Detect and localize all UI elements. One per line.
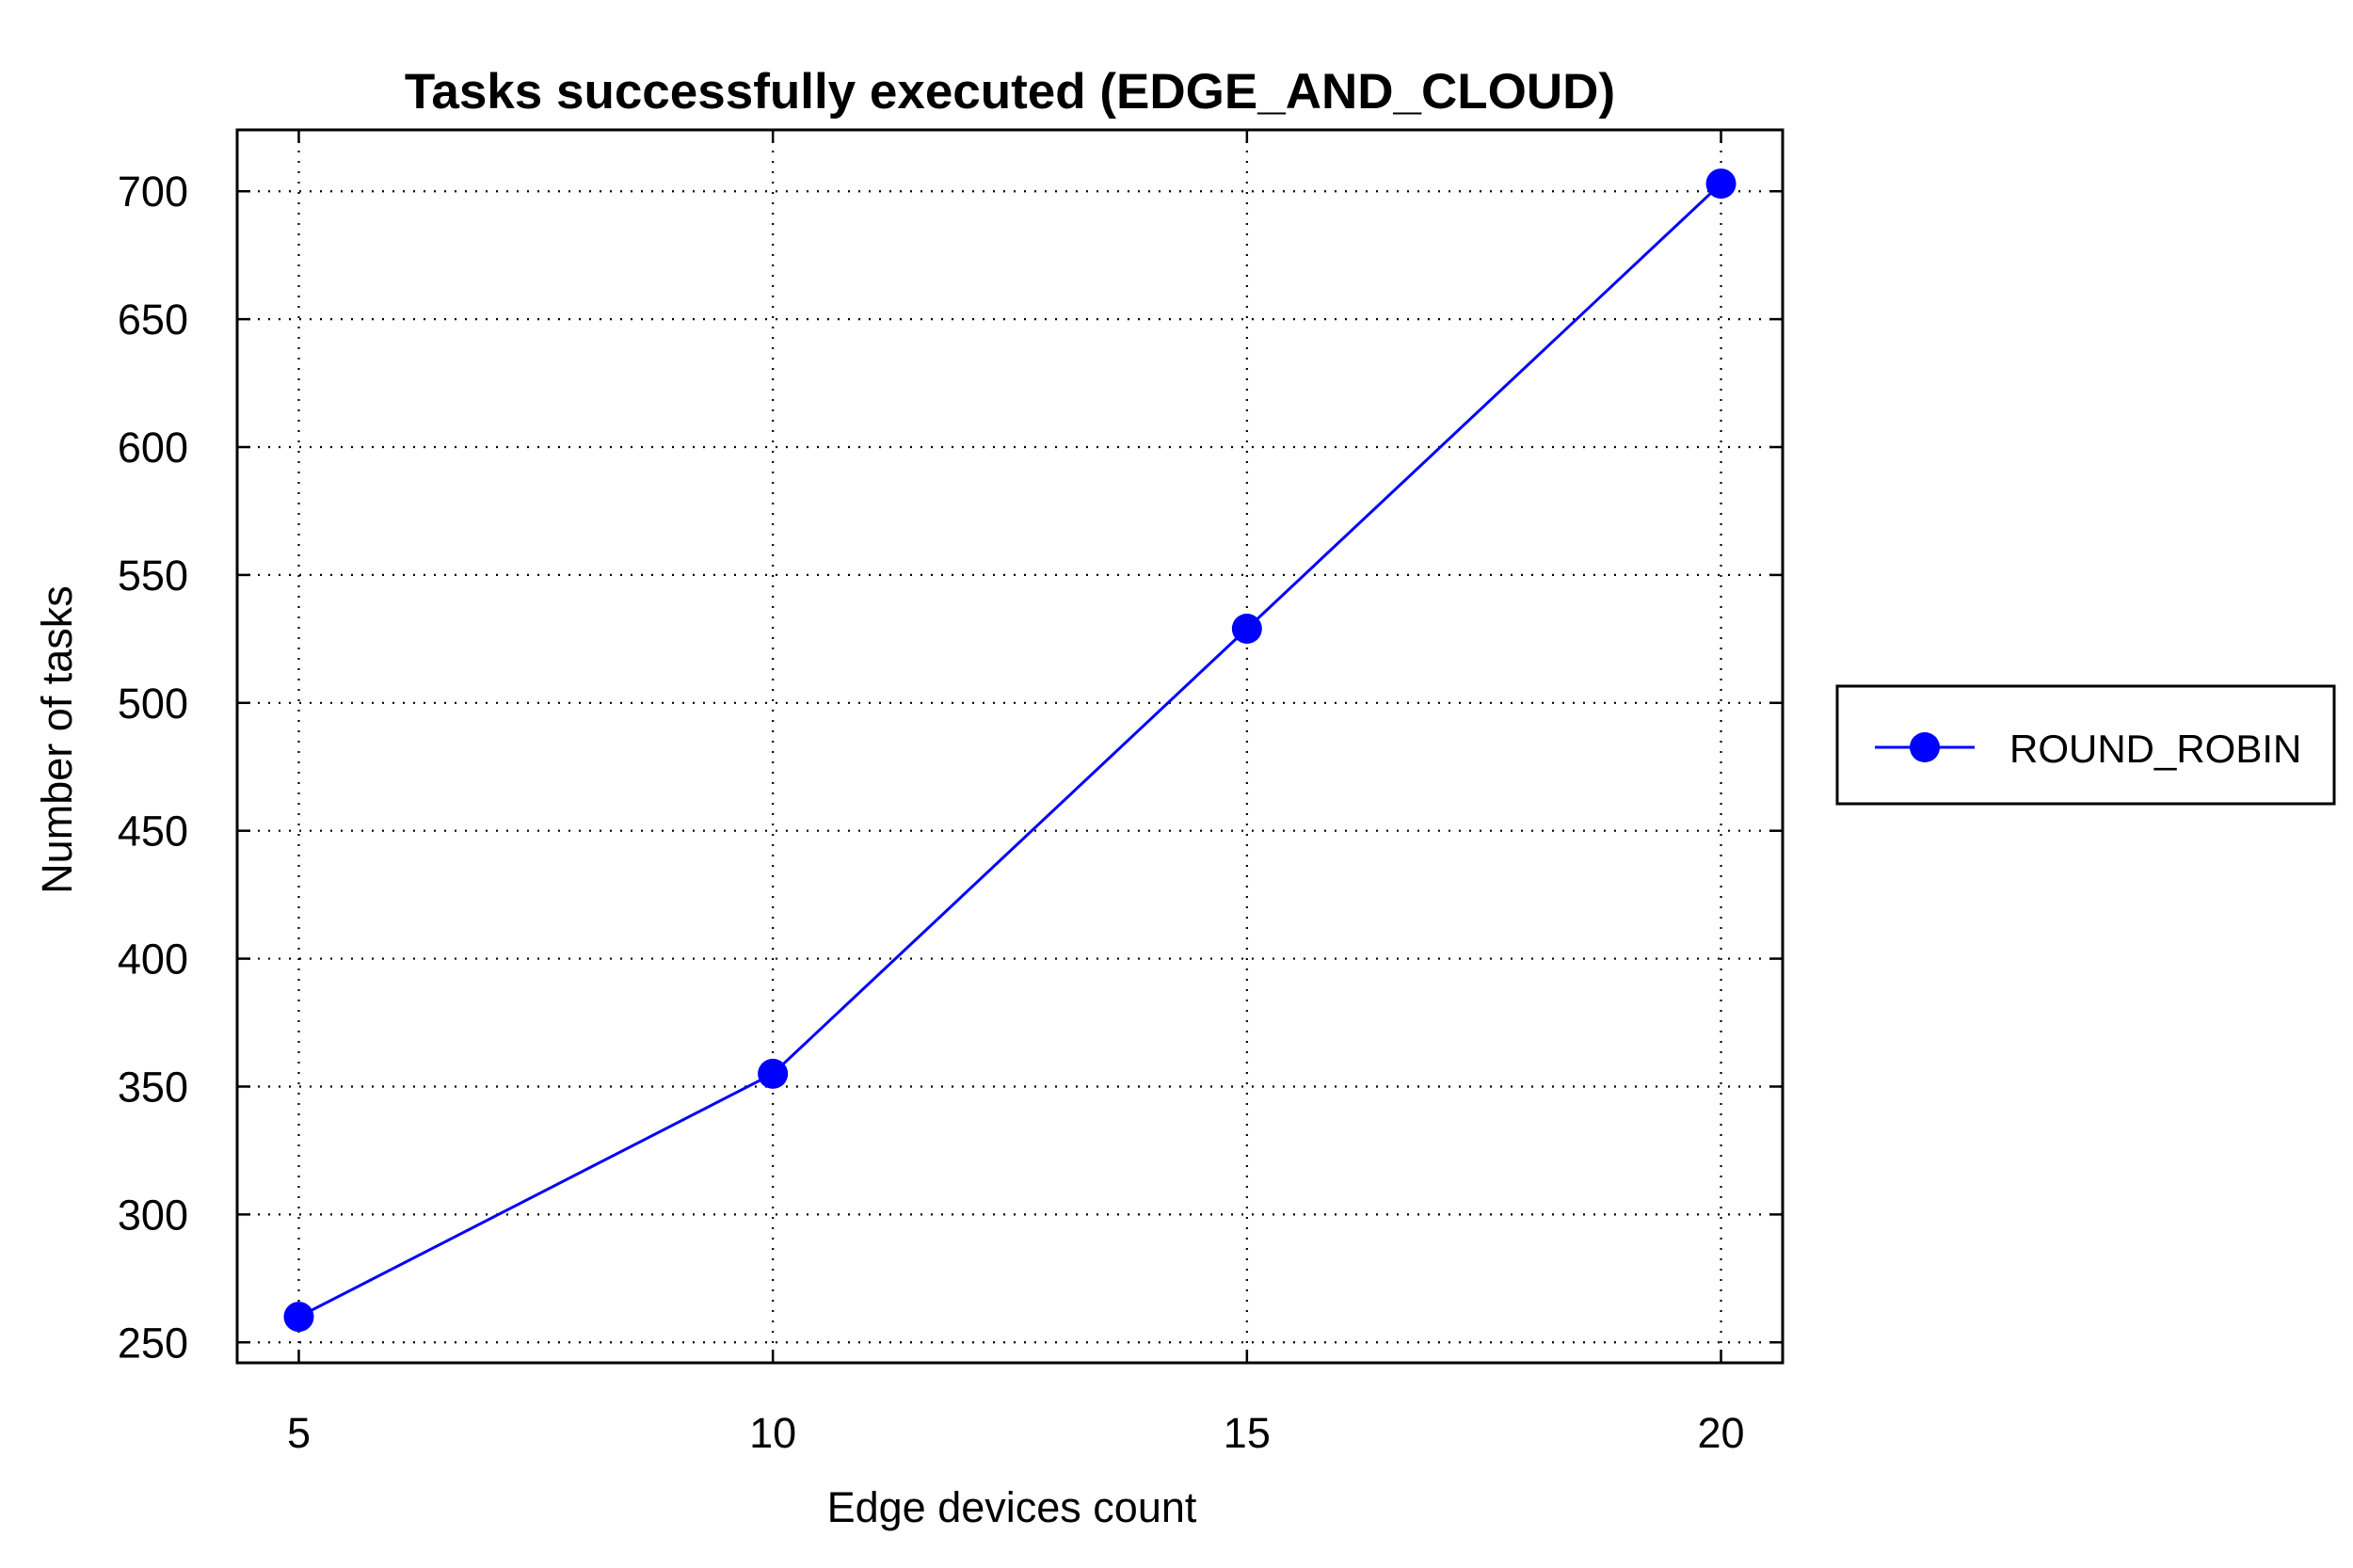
y-tick-label: 350 — [118, 1063, 188, 1111]
x-tick-label: 10 — [749, 1409, 796, 1457]
data-point — [1705, 168, 1737, 200]
y-tick-label: 250 — [118, 1319, 188, 1367]
data-point — [1231, 613, 1262, 644]
chart-title: Tasks successfully executed (EDGE_AND_CL… — [405, 64, 1615, 120]
y-tick-label: 300 — [118, 1191, 188, 1239]
y-tick-label: 700 — [118, 168, 188, 216]
x-axis-label: Edge devices count — [827, 1483, 1197, 1531]
y-tick-label: 650 — [118, 296, 188, 344]
y-axis-tick-labels: 250 300 350 400 450 500 550 600 650 700 — [118, 168, 188, 1367]
series-line-round-robin — [297, 182, 1722, 1319]
legend-label-round-robin: ROUND_ROBIN — [2009, 727, 2301, 771]
plot-frame — [235, 128, 1785, 1365]
data-point — [758, 1058, 789, 1089]
grid — [237, 130, 1783, 1363]
axis-ticks — [237, 130, 1783, 1363]
x-tick-label: 15 — [1224, 1409, 1271, 1457]
legend: ROUND_ROBIN — [1835, 684, 2336, 806]
y-tick-label: 550 — [118, 552, 188, 600]
series-round-robin — [283, 168, 1737, 1333]
x-tick-label: 20 — [1697, 1409, 1744, 1457]
y-tick-label: 500 — [118, 680, 188, 728]
legend-marker-round-robin — [1910, 732, 1940, 762]
x-tick-label: 5 — [287, 1409, 311, 1457]
x-axis-tick-labels: 5 10 15 20 — [287, 1409, 1745, 1457]
y-axis-label: Number of tasks — [33, 585, 81, 894]
y-tick-label: 450 — [118, 808, 188, 856]
y-tick-label: 400 — [118, 936, 188, 984]
y-tick-label: 600 — [118, 424, 188, 472]
data-point — [283, 1302, 314, 1333]
